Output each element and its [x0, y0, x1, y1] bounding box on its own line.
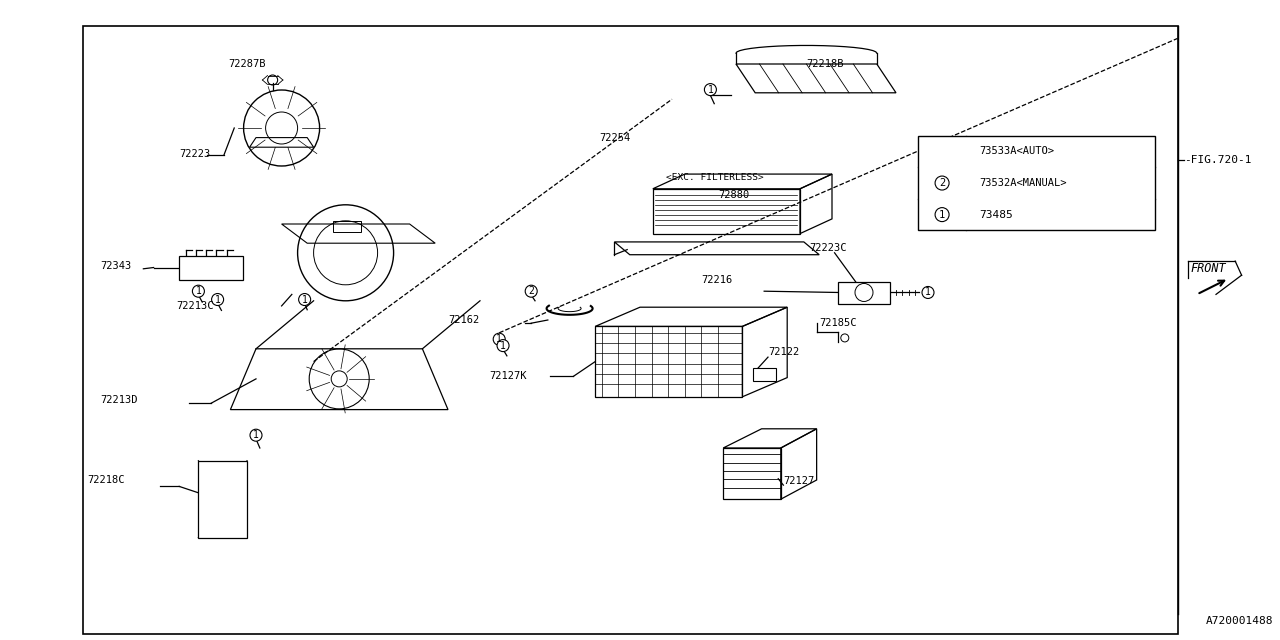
Circle shape	[704, 84, 717, 95]
Circle shape	[211, 294, 224, 305]
Text: 72127K: 72127K	[489, 371, 526, 381]
Circle shape	[493, 333, 506, 345]
Bar	[198, 461, 247, 538]
Text: 72343: 72343	[100, 260, 131, 271]
Bar	[918, 136, 1155, 230]
Circle shape	[936, 207, 948, 221]
Text: 72218B: 72218B	[806, 59, 844, 69]
Text: 72223: 72223	[179, 148, 210, 159]
Circle shape	[936, 176, 948, 190]
Text: FRONT: FRONT	[1190, 262, 1226, 275]
Text: <EXC. FILTERLESS>: <EXC. FILTERLESS>	[666, 173, 763, 182]
Text: A720001488: A720001488	[1206, 616, 1274, 626]
Text: 72223C: 72223C	[809, 243, 846, 253]
Text: 73485: 73485	[979, 210, 1012, 220]
Bar	[179, 256, 243, 280]
Text: 1: 1	[196, 286, 201, 296]
Text: 1: 1	[302, 294, 307, 305]
Text: -FIG.720-1: -FIG.720-1	[1184, 155, 1252, 165]
Bar	[838, 282, 890, 304]
Text: 1: 1	[925, 287, 931, 298]
Text: 72218C: 72218C	[87, 475, 124, 485]
Text: 2: 2	[940, 178, 945, 188]
Bar	[753, 368, 776, 381]
Text: 73533A<AUTO>: 73533A<AUTO>	[979, 147, 1055, 156]
Text: 72162: 72162	[448, 315, 479, 325]
Text: 72880: 72880	[718, 190, 749, 200]
Text: 72127: 72127	[783, 476, 814, 486]
Bar	[83, 26, 1178, 634]
Circle shape	[922, 287, 934, 298]
Text: 72213C: 72213C	[177, 301, 214, 311]
Circle shape	[497, 340, 509, 351]
Text: 72287B: 72287B	[228, 59, 265, 69]
Text: 1: 1	[215, 294, 220, 305]
Text: 2: 2	[529, 286, 534, 296]
Text: 72122: 72122	[768, 347, 799, 357]
Text: 73532A<MANUAL>: 73532A<MANUAL>	[979, 178, 1066, 188]
Circle shape	[525, 285, 538, 297]
Text: 1: 1	[940, 210, 945, 220]
Text: 1: 1	[497, 334, 502, 344]
Text: 1: 1	[253, 430, 259, 440]
Text: 72185C: 72185C	[819, 318, 856, 328]
Circle shape	[250, 429, 262, 441]
Text: 72254: 72254	[599, 132, 630, 143]
Text: 1: 1	[708, 84, 713, 95]
Text: 72216: 72216	[701, 275, 732, 285]
Bar	[333, 221, 361, 232]
Text: 72213D: 72213D	[100, 395, 137, 405]
Circle shape	[192, 285, 205, 297]
Circle shape	[298, 294, 311, 305]
Text: 1: 1	[500, 340, 506, 351]
